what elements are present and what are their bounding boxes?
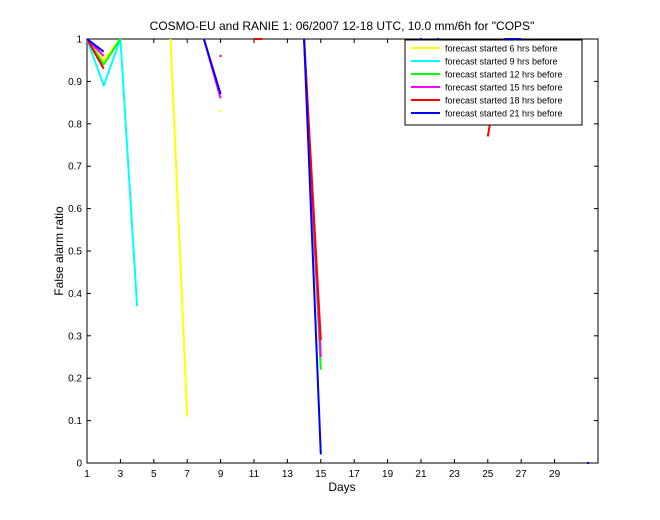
x-tick-label: 27 xyxy=(516,469,528,480)
x-tick-label: 25 xyxy=(482,469,494,480)
legend-entry: forecast started 6 hrs before xyxy=(445,44,558,54)
y-tick-label: 0.1 xyxy=(68,416,82,427)
y-tick-label: 1 xyxy=(76,35,82,46)
x-tick-label: 29 xyxy=(549,469,561,480)
axis-ticks: 1 3 5 7 9 11 13 15 17 19 21 23 25 27 2900.10.20.30.40.… xyxy=(68,35,598,480)
chart-title: COSMO-EU and RANIE 1: 06/2007 12-18 UTC,… xyxy=(150,19,535,33)
y-axis-label: False alarm ratio xyxy=(52,206,66,296)
x-tick-label: 1 xyxy=(84,469,90,480)
x-tick-label: 7 xyxy=(184,469,190,480)
x-axis-label: Days xyxy=(328,480,355,494)
series-line xyxy=(86,38,105,70)
x-tick-label: 23 xyxy=(449,469,461,480)
series-line xyxy=(86,38,105,53)
x-tick-label: 19 xyxy=(382,469,394,480)
x-tick-label: 3 xyxy=(118,469,124,480)
series-line xyxy=(202,38,222,95)
x-tick-label: 11 xyxy=(249,469,260,480)
x-tick-label: 5 xyxy=(151,469,157,480)
x-tick-label: 13 xyxy=(282,469,294,480)
legend-entry: forecast started 15 hrs before xyxy=(445,83,563,93)
y-tick-label: 0.3 xyxy=(68,331,82,342)
y-tick-label: 0.5 xyxy=(68,247,82,258)
legend-box xyxy=(404,39,583,126)
legend-entry: forecast started 12 hrs before xyxy=(445,70,563,80)
x-tick-label: 17 xyxy=(349,469,361,480)
y-tick-label: 0.7 xyxy=(68,162,82,173)
y-tick-label: 0.9 xyxy=(68,77,82,88)
y-tick-label: 0.6 xyxy=(68,204,82,215)
legend: forecast started 6 hrs before forecast st… xyxy=(404,39,583,126)
y-tick-label: 0.4 xyxy=(68,289,82,300)
series-6 xyxy=(86,38,589,464)
y-tick-label: 0 xyxy=(76,459,82,470)
series-line xyxy=(169,38,189,417)
legend-entry: forecast started 21 hrs before xyxy=(445,109,563,119)
x-tick-label: 21 xyxy=(415,469,427,480)
legend-entry: forecast started 18 hrs before xyxy=(445,96,563,106)
y-tick-label: 0.2 xyxy=(68,374,82,385)
x-tick-label: 15 xyxy=(315,469,327,480)
x-tick-label: 9 xyxy=(218,469,224,480)
series-layer xyxy=(86,38,589,464)
series-line xyxy=(86,38,139,307)
series-line xyxy=(303,38,322,455)
y-tick-label: 0.8 xyxy=(68,119,82,130)
legend-entry: forecast started 9 hrs before xyxy=(445,57,558,67)
